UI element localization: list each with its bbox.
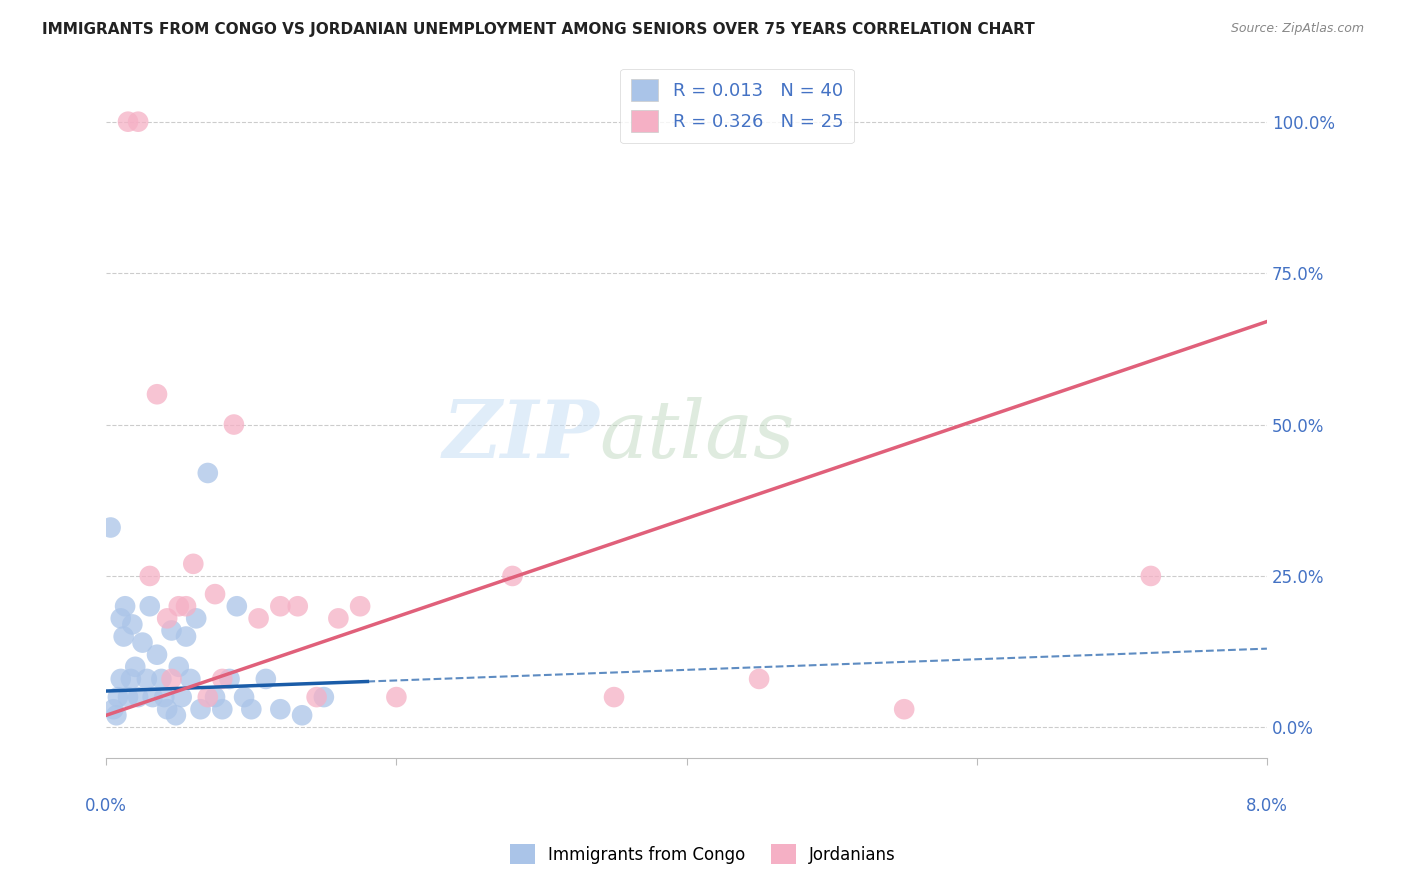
Point [135, 672, 157, 686]
Point [893, 702, 915, 716]
Point [156, 702, 179, 716]
Point [190, 702, 212, 716]
Point [287, 599, 309, 614]
Point [114, 599, 136, 614]
Point [240, 702, 263, 716]
Text: ZIP: ZIP [443, 397, 599, 475]
Point [131, 635, 153, 649]
Point [153, 690, 176, 705]
Point [305, 690, 328, 705]
Point [204, 690, 226, 705]
Point [110, 611, 132, 625]
Point [247, 611, 270, 625]
Point [186, 611, 208, 625]
Point [156, 611, 179, 625]
Y-axis label: Unemployment Among Seniors over 75 years: Unemployment Among Seniors over 75 years [0, 241, 7, 590]
Point [181, 557, 204, 571]
Point [124, 660, 146, 674]
Point [120, 672, 142, 686]
Point [146, 648, 169, 662]
Point [233, 690, 256, 705]
Point [103, 702, 125, 716]
Point [170, 690, 193, 705]
Point [167, 660, 190, 674]
Text: atlas: atlas [599, 397, 794, 475]
Point [105, 708, 128, 723]
Point [127, 114, 149, 128]
Point [385, 690, 408, 705]
Point [211, 672, 233, 686]
Point [160, 624, 183, 638]
Point [121, 617, 143, 632]
Point [328, 611, 350, 625]
Legend: R = 0.013   N = 40, R = 0.326   N = 25: R = 0.013 N = 40, R = 0.326 N = 25 [620, 69, 853, 144]
Point [146, 387, 169, 401]
Point [1140, 569, 1163, 583]
Point [117, 690, 139, 705]
Point [167, 599, 190, 614]
Point [501, 569, 523, 583]
Point [748, 672, 770, 686]
Point [312, 690, 335, 705]
Point [197, 690, 219, 705]
Point [112, 630, 135, 644]
Point [117, 114, 139, 128]
Point [160, 672, 183, 686]
Point [254, 672, 277, 686]
Point [127, 690, 149, 705]
Point [139, 569, 162, 583]
Point [211, 702, 233, 716]
Point [197, 466, 219, 480]
Point [174, 599, 197, 614]
Point [204, 587, 226, 601]
Point [603, 690, 626, 705]
Point [142, 690, 165, 705]
Point [269, 702, 291, 716]
Text: IMMIGRANTS FROM CONGO VS JORDANIAN UNEMPLOYMENT AMONG SENIORS OVER 75 YEARS CORR: IMMIGRANTS FROM CONGO VS JORDANIAN UNEMP… [42, 22, 1035, 37]
Point [110, 672, 132, 686]
Point [150, 672, 173, 686]
Point [179, 672, 201, 686]
Point [218, 672, 240, 686]
Text: 8.0%: 8.0% [1246, 797, 1288, 814]
Text: Source: ZipAtlas.com: Source: ZipAtlas.com [1230, 22, 1364, 36]
Point [139, 599, 162, 614]
Point [165, 708, 187, 723]
Point [225, 599, 247, 614]
Point [269, 599, 291, 614]
Point [349, 599, 371, 614]
Legend: Immigrants from Congo, Jordanians: Immigrants from Congo, Jordanians [503, 838, 903, 871]
Text: 0.0%: 0.0% [86, 797, 127, 814]
Point [107, 690, 129, 705]
Point [222, 417, 245, 432]
Point [291, 708, 314, 723]
Point [174, 630, 197, 644]
Point [100, 520, 122, 534]
